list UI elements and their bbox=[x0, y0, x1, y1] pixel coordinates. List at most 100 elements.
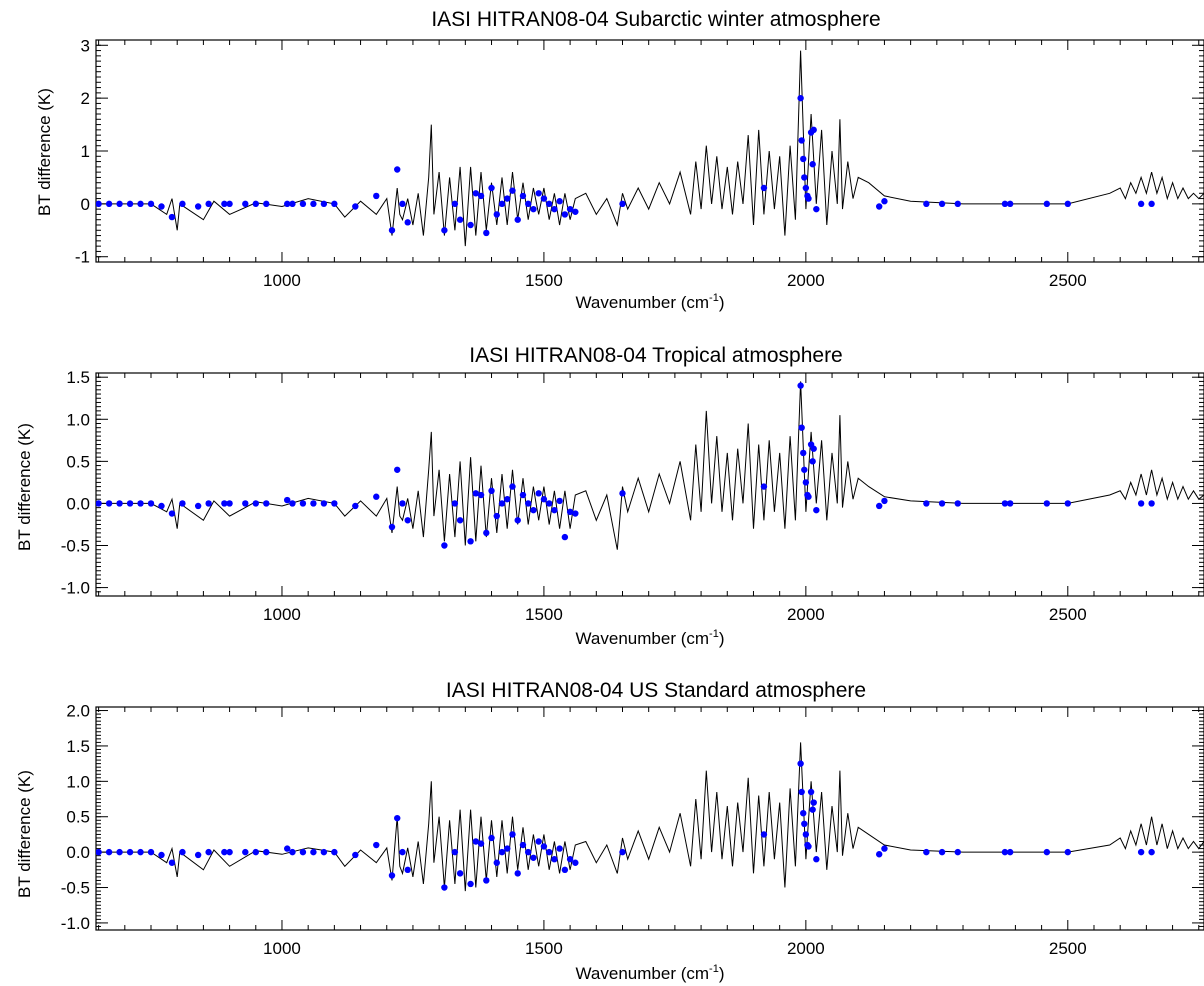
series-point bbox=[619, 490, 626, 497]
series-point bbox=[566, 508, 574, 516]
series-point bbox=[524, 200, 532, 208]
series-point bbox=[388, 227, 396, 234]
series-point bbox=[760, 184, 768, 192]
series-point bbox=[394, 466, 401, 473]
series-point bbox=[493, 211, 500, 218]
series-point bbox=[493, 512, 500, 520]
series-point bbox=[194, 851, 202, 859]
series-point bbox=[561, 866, 569, 874]
series-point bbox=[923, 500, 930, 507]
x-tick-label: 1000 bbox=[263, 271, 301, 290]
series-point bbox=[509, 831, 516, 838]
series-point bbox=[126, 848, 134, 856]
series-point bbox=[545, 848, 553, 856]
x-tick-label: 1500 bbox=[525, 271, 563, 290]
series-point bbox=[809, 806, 816, 813]
series-point bbox=[545, 500, 553, 507]
x-axis-label: Wavenumber (cm-1) bbox=[576, 292, 725, 312]
series-point bbox=[284, 496, 291, 504]
y-tick-label: 0.0 bbox=[66, 494, 90, 513]
series-point bbox=[263, 500, 270, 507]
series-point bbox=[807, 788, 815, 796]
series-point bbox=[498, 500, 506, 507]
series-point bbox=[572, 208, 579, 215]
series-point bbox=[519, 491, 527, 499]
series-point bbox=[530, 205, 537, 213]
y-tick-label: 0 bbox=[81, 195, 90, 214]
series-point bbox=[310, 848, 317, 856]
series-point bbox=[1043, 500, 1051, 507]
series-point bbox=[1064, 200, 1071, 208]
series-point bbox=[451, 200, 459, 208]
series-point bbox=[514, 870, 521, 877]
series-point bbox=[168, 859, 176, 866]
series-point bbox=[116, 200, 123, 208]
series-point bbox=[242, 500, 249, 507]
panel-us-standard: IASI HITRAN08-04 US Standard atmosphere … bbox=[15, 679, 1204, 983]
chart-title: IASI HITRAN08-04 Tropical atmosphere bbox=[469, 344, 843, 367]
series-point bbox=[798, 424, 805, 431]
series-point bbox=[572, 510, 579, 517]
series-point bbox=[179, 848, 186, 856]
series-point bbox=[1006, 848, 1014, 856]
series-point bbox=[404, 866, 411, 874]
series-point bbox=[441, 884, 448, 891]
plot-frame bbox=[95, 39, 1204, 263]
series-point bbox=[551, 205, 558, 213]
chart-title: IASI HITRAN08-04 US Standard atmosphere bbox=[446, 679, 866, 702]
series-point bbox=[810, 445, 817, 452]
series-point bbox=[1148, 200, 1155, 208]
series-point bbox=[881, 845, 888, 852]
series-point bbox=[310, 500, 317, 507]
plot-frame bbox=[95, 706, 1204, 931]
series-point bbox=[116, 848, 123, 856]
series-point bbox=[105, 200, 113, 208]
series-point bbox=[96, 200, 102, 208]
series-point bbox=[205, 200, 212, 208]
y-tick-label: 0.5 bbox=[66, 808, 90, 827]
series-point bbox=[477, 192, 485, 200]
series-point bbox=[556, 198, 563, 205]
y-tick-label: 1.0 bbox=[66, 772, 90, 791]
x-tick-label: 2000 bbox=[787, 271, 825, 290]
series-point bbox=[802, 479, 810, 486]
series-point bbox=[498, 200, 506, 208]
series-point bbox=[352, 502, 359, 510]
series-point bbox=[923, 848, 930, 856]
series-point bbox=[168, 213, 176, 221]
series-point bbox=[388, 523, 396, 531]
series-point bbox=[813, 506, 820, 514]
series-point bbox=[488, 834, 495, 842]
series-point bbox=[373, 493, 380, 500]
series-point bbox=[800, 809, 807, 817]
series-point bbox=[1064, 848, 1071, 856]
series-point bbox=[467, 880, 474, 888]
series-point bbox=[472, 838, 480, 845]
series-point bbox=[441, 542, 448, 549]
series-point bbox=[352, 203, 359, 210]
y-tick-label: -1 bbox=[75, 248, 90, 267]
series-point bbox=[488, 184, 495, 192]
series-point bbox=[514, 517, 521, 524]
series-point bbox=[320, 500, 328, 507]
series-point bbox=[798, 788, 805, 796]
series-point bbox=[226, 848, 233, 856]
x-tick-label: 2500 bbox=[1049, 939, 1087, 958]
series-point bbox=[242, 848, 249, 856]
series-point bbox=[504, 195, 511, 202]
series-point bbox=[137, 848, 144, 856]
series-point bbox=[221, 200, 228, 208]
panel-subarctic-winter: IASI HITRAN08-04 Subarctic winter atmosp… bbox=[35, 8, 1204, 312]
series-point bbox=[572, 859, 579, 866]
series-point bbox=[813, 856, 820, 863]
series-point bbox=[373, 841, 380, 849]
series-point bbox=[179, 500, 186, 507]
series-point bbox=[1043, 200, 1051, 208]
series-point bbox=[1006, 200, 1014, 208]
series-point bbox=[289, 848, 296, 856]
series-point bbox=[116, 500, 123, 507]
series-point bbox=[1001, 848, 1009, 856]
series-line bbox=[96, 50, 1204, 247]
y-tick-label: 0.0 bbox=[66, 843, 90, 862]
series-point bbox=[456, 870, 464, 877]
